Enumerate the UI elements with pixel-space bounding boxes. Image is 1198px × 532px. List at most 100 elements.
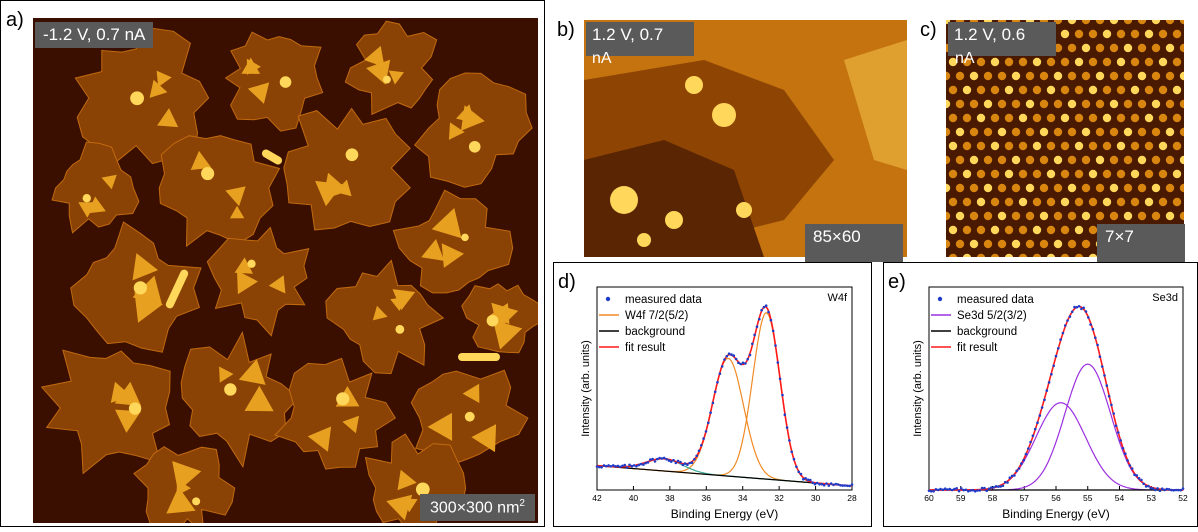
stm-c-atom [997,183,1007,193]
measured-point [637,463,640,467]
measured-point [607,464,610,467]
stm-c-atom [1032,141,1042,151]
stm-c-atom [1116,113,1126,123]
stm-c-atom [1025,99,1035,109]
stm-c-atom [1081,155,1091,165]
stm-c-atom [946,127,951,137]
stm-c-atom [1011,155,1021,165]
measured-point [651,457,654,461]
stm-a-triangle [268,275,286,294]
stm-c-atom [1151,99,1161,109]
stm-c-atom [1151,20,1161,25]
measured-point [832,483,835,487]
stm-a-island [274,357,396,470]
stm-c-atom [983,71,993,81]
measured-point [997,485,1000,488]
stm-c-atom [1018,197,1028,207]
stm-a-triangle [237,270,258,295]
stm-c-atom [1151,211,1161,221]
stm-c-atom [1018,85,1028,95]
measured-point [1117,431,1120,434]
x-axis-label: Binding Energy (eV) [1002,507,1109,521]
stm-b-island [584,140,764,257]
measured-point [611,464,615,467]
stm-a-island [206,226,310,337]
measured-point [1027,447,1030,450]
stm-c-atom [1081,211,1091,221]
measured-point [1003,480,1007,484]
stm-c-atom [1053,71,1063,81]
stm-c-atom [955,71,965,81]
stm-c-atom [1137,43,1147,53]
stm-c-atom [976,169,986,179]
stm-c-atom [1088,29,1098,39]
measured-point [978,489,982,492]
x-tick-label: 60 [924,493,934,503]
stm-a-bright-spot [464,411,475,422]
measured-point [1008,476,1012,479]
measured-point [1147,484,1150,488]
stm-c-atom [955,127,965,137]
measured-point [818,483,821,486]
stm-c-atom [1179,155,1184,165]
measured-point [1057,347,1060,350]
x-tick-label: 42 [592,493,602,503]
measured-point [1070,310,1074,314]
measured-point [723,358,726,361]
stm-c-atom [1116,197,1126,207]
panel-b-bias-text: 1.2 V, 0.7 [592,25,664,44]
measured-point [618,465,622,469]
stm-c-atom [1067,183,1077,193]
stm-c-atom [1172,141,1182,151]
panel-b-bias-text-2: nA [592,50,612,67]
stm-b-bright-spot [685,76,703,94]
measured-point [1172,489,1176,492]
measured-point [778,377,782,381]
stm-c-atom [1032,253,1042,257]
measured-point [1170,488,1173,492]
measured-point [987,487,991,490]
measured-point [644,461,647,465]
measured-point [764,304,768,307]
measured-point [946,488,949,491]
measured-point [771,329,775,333]
stm-c-atom [1088,225,1098,235]
measured-point [813,482,817,486]
stm-c-atom [1004,169,1014,179]
stm-c-atom [948,85,958,95]
measured-point [741,361,745,365]
legend-entry: background [957,326,1017,338]
stm-a-bright-spot [461,233,469,242]
x-tick-label: 59 [956,493,966,503]
measured-point [1167,488,1171,491]
measured-point [686,463,689,466]
measured-point [1001,484,1005,488]
panel-c-bias-text-2: nA [955,50,975,67]
panel-a-scale-text: 300×300 nm [430,499,520,517]
stm-b-island [844,40,907,170]
measured-point [1075,306,1079,309]
measured-point [1013,474,1016,477]
measured-point [600,466,603,469]
stm-c-atom [1151,71,1161,81]
stm-c-atom [955,155,965,165]
x-tick-label: 53 [1147,493,1157,503]
measured-point [829,482,833,485]
stm-c-atom [1053,239,1063,249]
measured-point [1024,452,1028,456]
stm-c-atom [1144,197,1154,207]
stm-c-atom [1144,113,1154,123]
stm-c-atom [1102,57,1112,67]
stm-a-triangle [471,424,497,453]
measured-point [718,372,722,375]
stm-a-triangle [372,305,388,321]
measured-point [653,460,657,463]
x-tick-label: 57 [1020,493,1030,503]
measured-point [755,325,759,328]
stm-a-triangle [87,196,106,214]
panel-b-bias-tag: 1.2 V, 0.7 [586,22,694,56]
stm-c-atom [1039,211,1049,221]
stm-c-atom [1158,85,1168,95]
stm-a-triangle [157,108,179,128]
stm-c-atom [1060,113,1070,123]
